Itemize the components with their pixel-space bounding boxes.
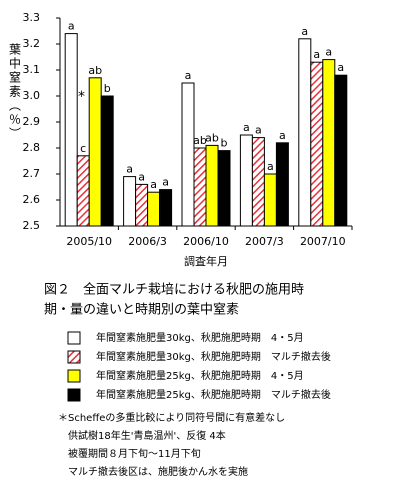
bar-letter: a [68, 20, 75, 33]
bar [275, 142, 289, 227]
legend-swatch [67, 331, 81, 345]
bar-letter: ab [193, 134, 207, 147]
y-tick-label: 2.8 [23, 141, 41, 154]
legend-label: 年間窒素施肥量25kg、秋肥施肥時期 マルチ撤去後 [96, 388, 331, 401]
legend-swatch [67, 388, 81, 402]
legend-label: 年間窒素施肥量25kg、秋肥施肥時期 4・5月 [96, 369, 304, 382]
y-tick-label: 2.7 [23, 167, 41, 180]
y-tick-label: 3.1 [23, 63, 41, 76]
x-axis-label: 調査年月 [184, 254, 228, 268]
y-tick-label: 2.5 [23, 219, 41, 232]
bar [135, 183, 149, 227]
bar [205, 144, 219, 227]
bar-letter: a [162, 176, 169, 189]
bar-letter: ab [88, 64, 102, 77]
bar-letter: a [325, 46, 332, 59]
bar [100, 95, 114, 227]
bar-letter: b [221, 137, 228, 150]
bar [298, 38, 312, 227]
y-tick-label: 2.6 [23, 193, 41, 206]
x-tick-label: 2007/10 [300, 235, 346, 248]
bar [263, 173, 277, 227]
y-tick-label: 3.3 [23, 11, 41, 24]
bar-letter: a [301, 25, 308, 38]
legend-label: 年間窒素施肥量30kg、秋肥施肥時期 マルチ撤去後 [96, 350, 331, 363]
x-tick-label: 2007/3 [245, 235, 284, 248]
bar [334, 74, 348, 227]
bar [251, 137, 265, 227]
bar [239, 134, 253, 227]
bar-letter: a [267, 160, 274, 173]
bar [322, 59, 336, 227]
bar [193, 147, 207, 227]
legend-swatch [67, 350, 81, 364]
bar-letter: a [313, 48, 320, 61]
bar-letter: ab [205, 131, 219, 144]
x-tick-label: 2005/10 [66, 235, 112, 248]
bar [76, 155, 90, 227]
y-axis-label: 葉中窒素（％） [8, 43, 22, 141]
bar-letter: a [138, 170, 145, 183]
bar [88, 77, 102, 227]
y-tick-label: 2.9 [23, 115, 41, 128]
bar [217, 150, 231, 227]
note: ＊Scheffeの多重比較により同符号間に有意差なし [58, 411, 285, 424]
bar [64, 33, 78, 227]
bar [181, 82, 195, 227]
bar-letter: a [185, 69, 192, 82]
note: 供試樹18年生'青島温州'、反復 4本 [58, 429, 226, 442]
bar-letter: a [279, 129, 286, 142]
y-tick-label: 3.0 [23, 89, 41, 102]
y-tick-label: 3.2 [23, 37, 41, 50]
bar-letter: b [104, 82, 111, 95]
bar-letter: a [150, 178, 157, 191]
note: 被覆期間８月下旬～11月下旬 [58, 447, 201, 460]
note: マルチ撤去後区は、施肥後かん水を実施 [58, 465, 248, 478]
bar [123, 176, 137, 227]
caption: 期・量の違いと時期別の葉中窒素 [44, 302, 239, 318]
x-tick-label: 2006/3 [128, 235, 167, 248]
annotation: * [78, 89, 85, 105]
legend-swatch [67, 369, 81, 383]
caption: 図２ 全面マルチ栽培における秋肥の施用時 [44, 282, 304, 298]
bar-letter: a [337, 61, 344, 74]
x-tick-label: 2006/10 [183, 235, 229, 248]
bar-letter: a [255, 124, 262, 137]
bar-letter: a [126, 163, 133, 176]
bar-letter: a [243, 121, 250, 134]
bar [147, 191, 161, 227]
bar [310, 61, 324, 227]
bar-letter: c [80, 142, 86, 155]
bar [159, 189, 173, 227]
legend-label: 年間窒素施肥量30kg、秋肥施肥時期 4・5月 [96, 331, 304, 344]
